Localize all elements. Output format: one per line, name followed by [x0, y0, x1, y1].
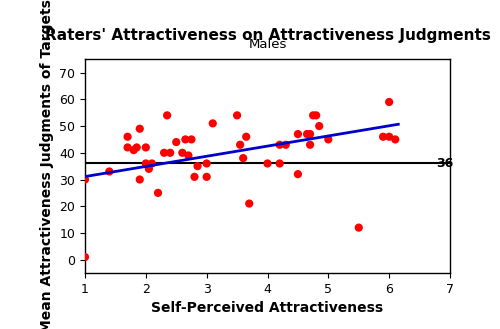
Point	[136, 177, 144, 182]
Point	[194, 164, 202, 169]
Point	[303, 131, 311, 137]
Point	[166, 150, 174, 155]
Point	[236, 142, 244, 147]
Point	[385, 134, 393, 139]
Point	[148, 161, 156, 166]
Point	[391, 137, 399, 142]
Point	[276, 142, 283, 147]
Point	[242, 134, 250, 139]
Point	[145, 166, 153, 171]
Point	[172, 139, 180, 145]
Point	[124, 145, 132, 150]
Point	[282, 142, 290, 147]
Point	[239, 156, 247, 161]
Point	[132, 145, 140, 150]
Point	[142, 161, 150, 166]
Point	[124, 134, 132, 139]
Point	[188, 137, 196, 142]
Point	[294, 131, 302, 137]
Point	[163, 113, 171, 118]
Point	[324, 137, 332, 142]
Point	[276, 161, 283, 166]
Point	[136, 126, 144, 131]
Point	[315, 123, 323, 129]
Point	[81, 254, 89, 260]
Point	[385, 99, 393, 105]
Point	[81, 177, 89, 182]
Point	[130, 147, 138, 153]
Point	[264, 161, 272, 166]
X-axis label: Self-Perceived Attractiveness: Self-Perceived Attractiveness	[152, 301, 384, 316]
Point	[309, 113, 317, 118]
Point	[154, 190, 162, 195]
Point	[142, 145, 150, 150]
Point	[312, 113, 320, 118]
Point	[209, 121, 217, 126]
Point	[184, 153, 192, 158]
Y-axis label: Mean Attractiveness Judgments of Targets: Mean Attractiveness Judgments of Targets	[40, 0, 54, 329]
Point	[233, 113, 241, 118]
Point	[245, 201, 253, 206]
Point	[202, 161, 210, 166]
Point	[182, 137, 190, 142]
Point	[178, 150, 186, 155]
Text: 36: 36	[436, 157, 454, 170]
Title: Raters' Attractiveness on Attractiveness Judgments: Raters' Attractiveness on Attractiveness…	[44, 28, 490, 43]
Text: Males: Males	[248, 38, 286, 51]
Point	[202, 174, 210, 179]
Point	[355, 225, 363, 230]
Point	[306, 131, 314, 137]
Point	[106, 169, 114, 174]
Point	[190, 174, 198, 179]
Point	[294, 171, 302, 177]
Point	[306, 142, 314, 147]
Point	[379, 134, 387, 139]
Point	[160, 150, 168, 155]
